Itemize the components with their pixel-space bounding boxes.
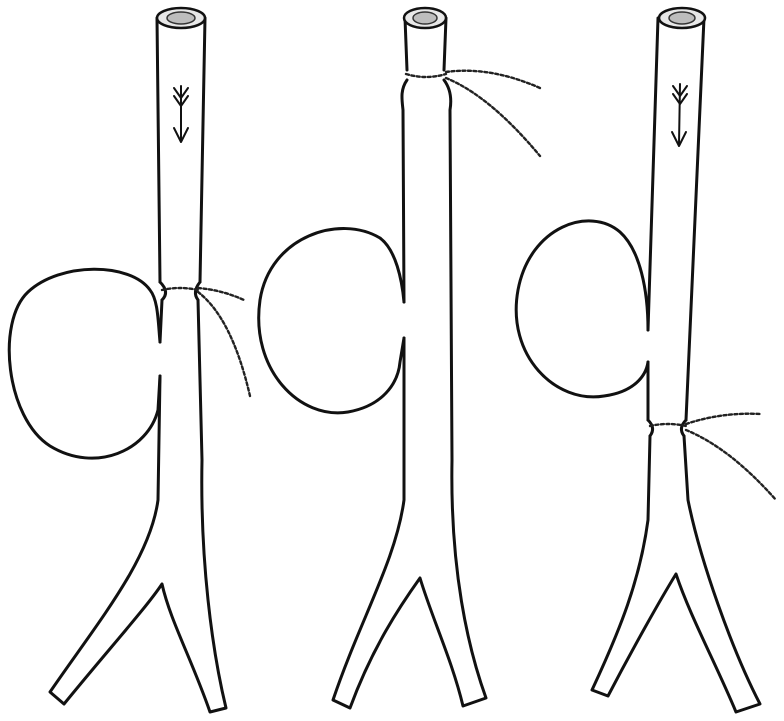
ligature-thread-icon <box>648 422 688 428</box>
vessel-opening-icon <box>412 11 438 25</box>
upper-vessel-segment <box>646 16 706 422</box>
panel-middle <box>257 6 542 710</box>
ligature-knot <box>646 418 688 438</box>
aneurysm-sac <box>514 219 650 399</box>
ligature-thread-icon <box>444 69 542 158</box>
main-vessel <box>331 78 488 710</box>
vessel-opening-icon <box>668 11 696 25</box>
upper-vessel-stump <box>403 16 448 72</box>
upper-vessel-segment <box>155 16 207 284</box>
down-arrow-icon <box>173 85 189 143</box>
ligature-thread-icon <box>160 286 200 292</box>
aneurysm-sac <box>257 227 406 415</box>
vessel-opening-icon <box>166 11 196 25</box>
lower-vessel-branches <box>48 298 228 714</box>
panel-right <box>514 6 778 714</box>
ligature-thread-icon <box>404 72 448 79</box>
ligature-thread-icon <box>196 286 252 398</box>
ligature-thread-icon <box>684 412 778 502</box>
aneurysm-sac <box>7 267 162 460</box>
lower-vessel-branches <box>590 434 762 714</box>
ligature-knot <box>158 280 202 302</box>
panel-left <box>7 6 252 714</box>
down-arrow-icon <box>671 83 688 147</box>
